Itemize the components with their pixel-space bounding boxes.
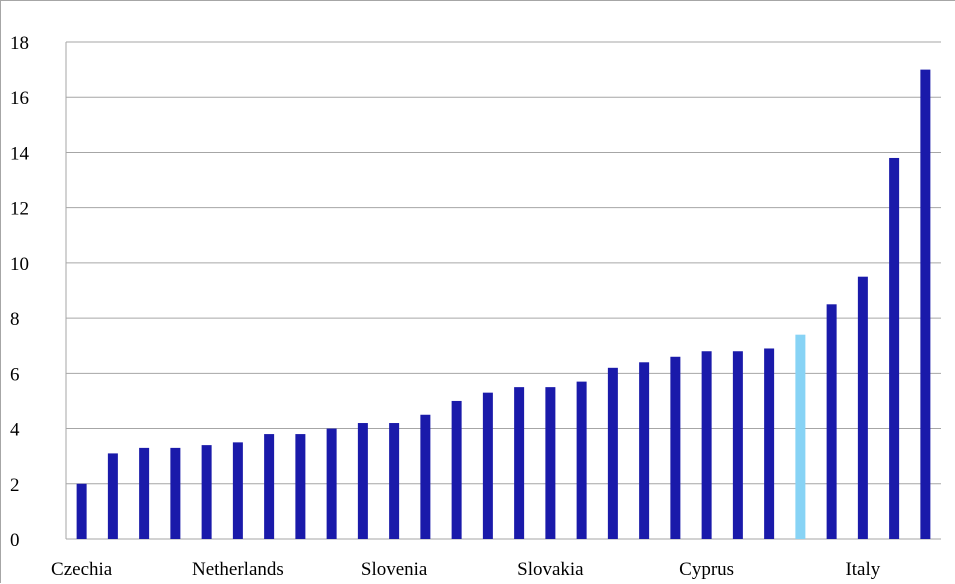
bar bbox=[357, 423, 368, 539]
bar bbox=[545, 387, 556, 539]
y-tick-label: 6 bbox=[10, 364, 20, 385]
gridlines bbox=[65, 41, 941, 540]
bar bbox=[201, 445, 212, 539]
y-tick-label: 4 bbox=[10, 420, 20, 441]
bar bbox=[420, 414, 431, 539]
bar bbox=[389, 423, 400, 539]
bar bbox=[670, 356, 681, 539]
bar bbox=[514, 387, 525, 539]
bar bbox=[451, 400, 462, 539]
bars bbox=[76, 69, 931, 539]
y-tick-label: 0 bbox=[10, 530, 20, 551]
y-tick-label: 16 bbox=[10, 88, 29, 109]
x-category-label: Italy bbox=[845, 559, 880, 580]
y-tick-label: 18 bbox=[10, 33, 29, 54]
bar bbox=[857, 276, 868, 539]
y-tick-label: 10 bbox=[10, 254, 29, 275]
x-category-label: Slovakia bbox=[517, 559, 584, 580]
bar bbox=[139, 447, 150, 539]
y-tick-label: 8 bbox=[10, 309, 20, 330]
bar bbox=[826, 304, 837, 539]
bar bbox=[920, 69, 931, 539]
x-axis-labels: Czechia Netherlands Slovenia Slovakia Cyprus… bbox=[51, 559, 881, 580]
y-tick-label: 2 bbox=[10, 475, 20, 496]
x-category-label: Slovenia bbox=[361, 559, 428, 580]
bar bbox=[764, 348, 775, 539]
bar bbox=[732, 351, 743, 539]
y-axis-ticks: 0 2 4 6 8 10 12 14 16 18 bbox=[10, 33, 30, 551]
bar-highlighted bbox=[795, 334, 806, 539]
bar bbox=[264, 434, 275, 539]
y-tick-label: 14 bbox=[10, 143, 30, 164]
bar bbox=[295, 434, 306, 539]
bar bbox=[639, 362, 650, 539]
bar bbox=[76, 483, 87, 539]
bar bbox=[232, 442, 243, 539]
bar bbox=[607, 367, 618, 539]
x-category-label: Netherlands bbox=[192, 559, 284, 580]
bar bbox=[889, 157, 900, 539]
bar bbox=[482, 392, 493, 539]
x-category-label: Cyprus bbox=[679, 559, 734, 580]
bar bbox=[107, 453, 118, 539]
bar bbox=[701, 351, 712, 539]
bar bbox=[326, 428, 337, 539]
x-category-label: Czechia bbox=[51, 559, 113, 580]
bar bbox=[170, 447, 181, 539]
y-tick-label: 12 bbox=[10, 199, 29, 220]
bar bbox=[576, 381, 587, 539]
